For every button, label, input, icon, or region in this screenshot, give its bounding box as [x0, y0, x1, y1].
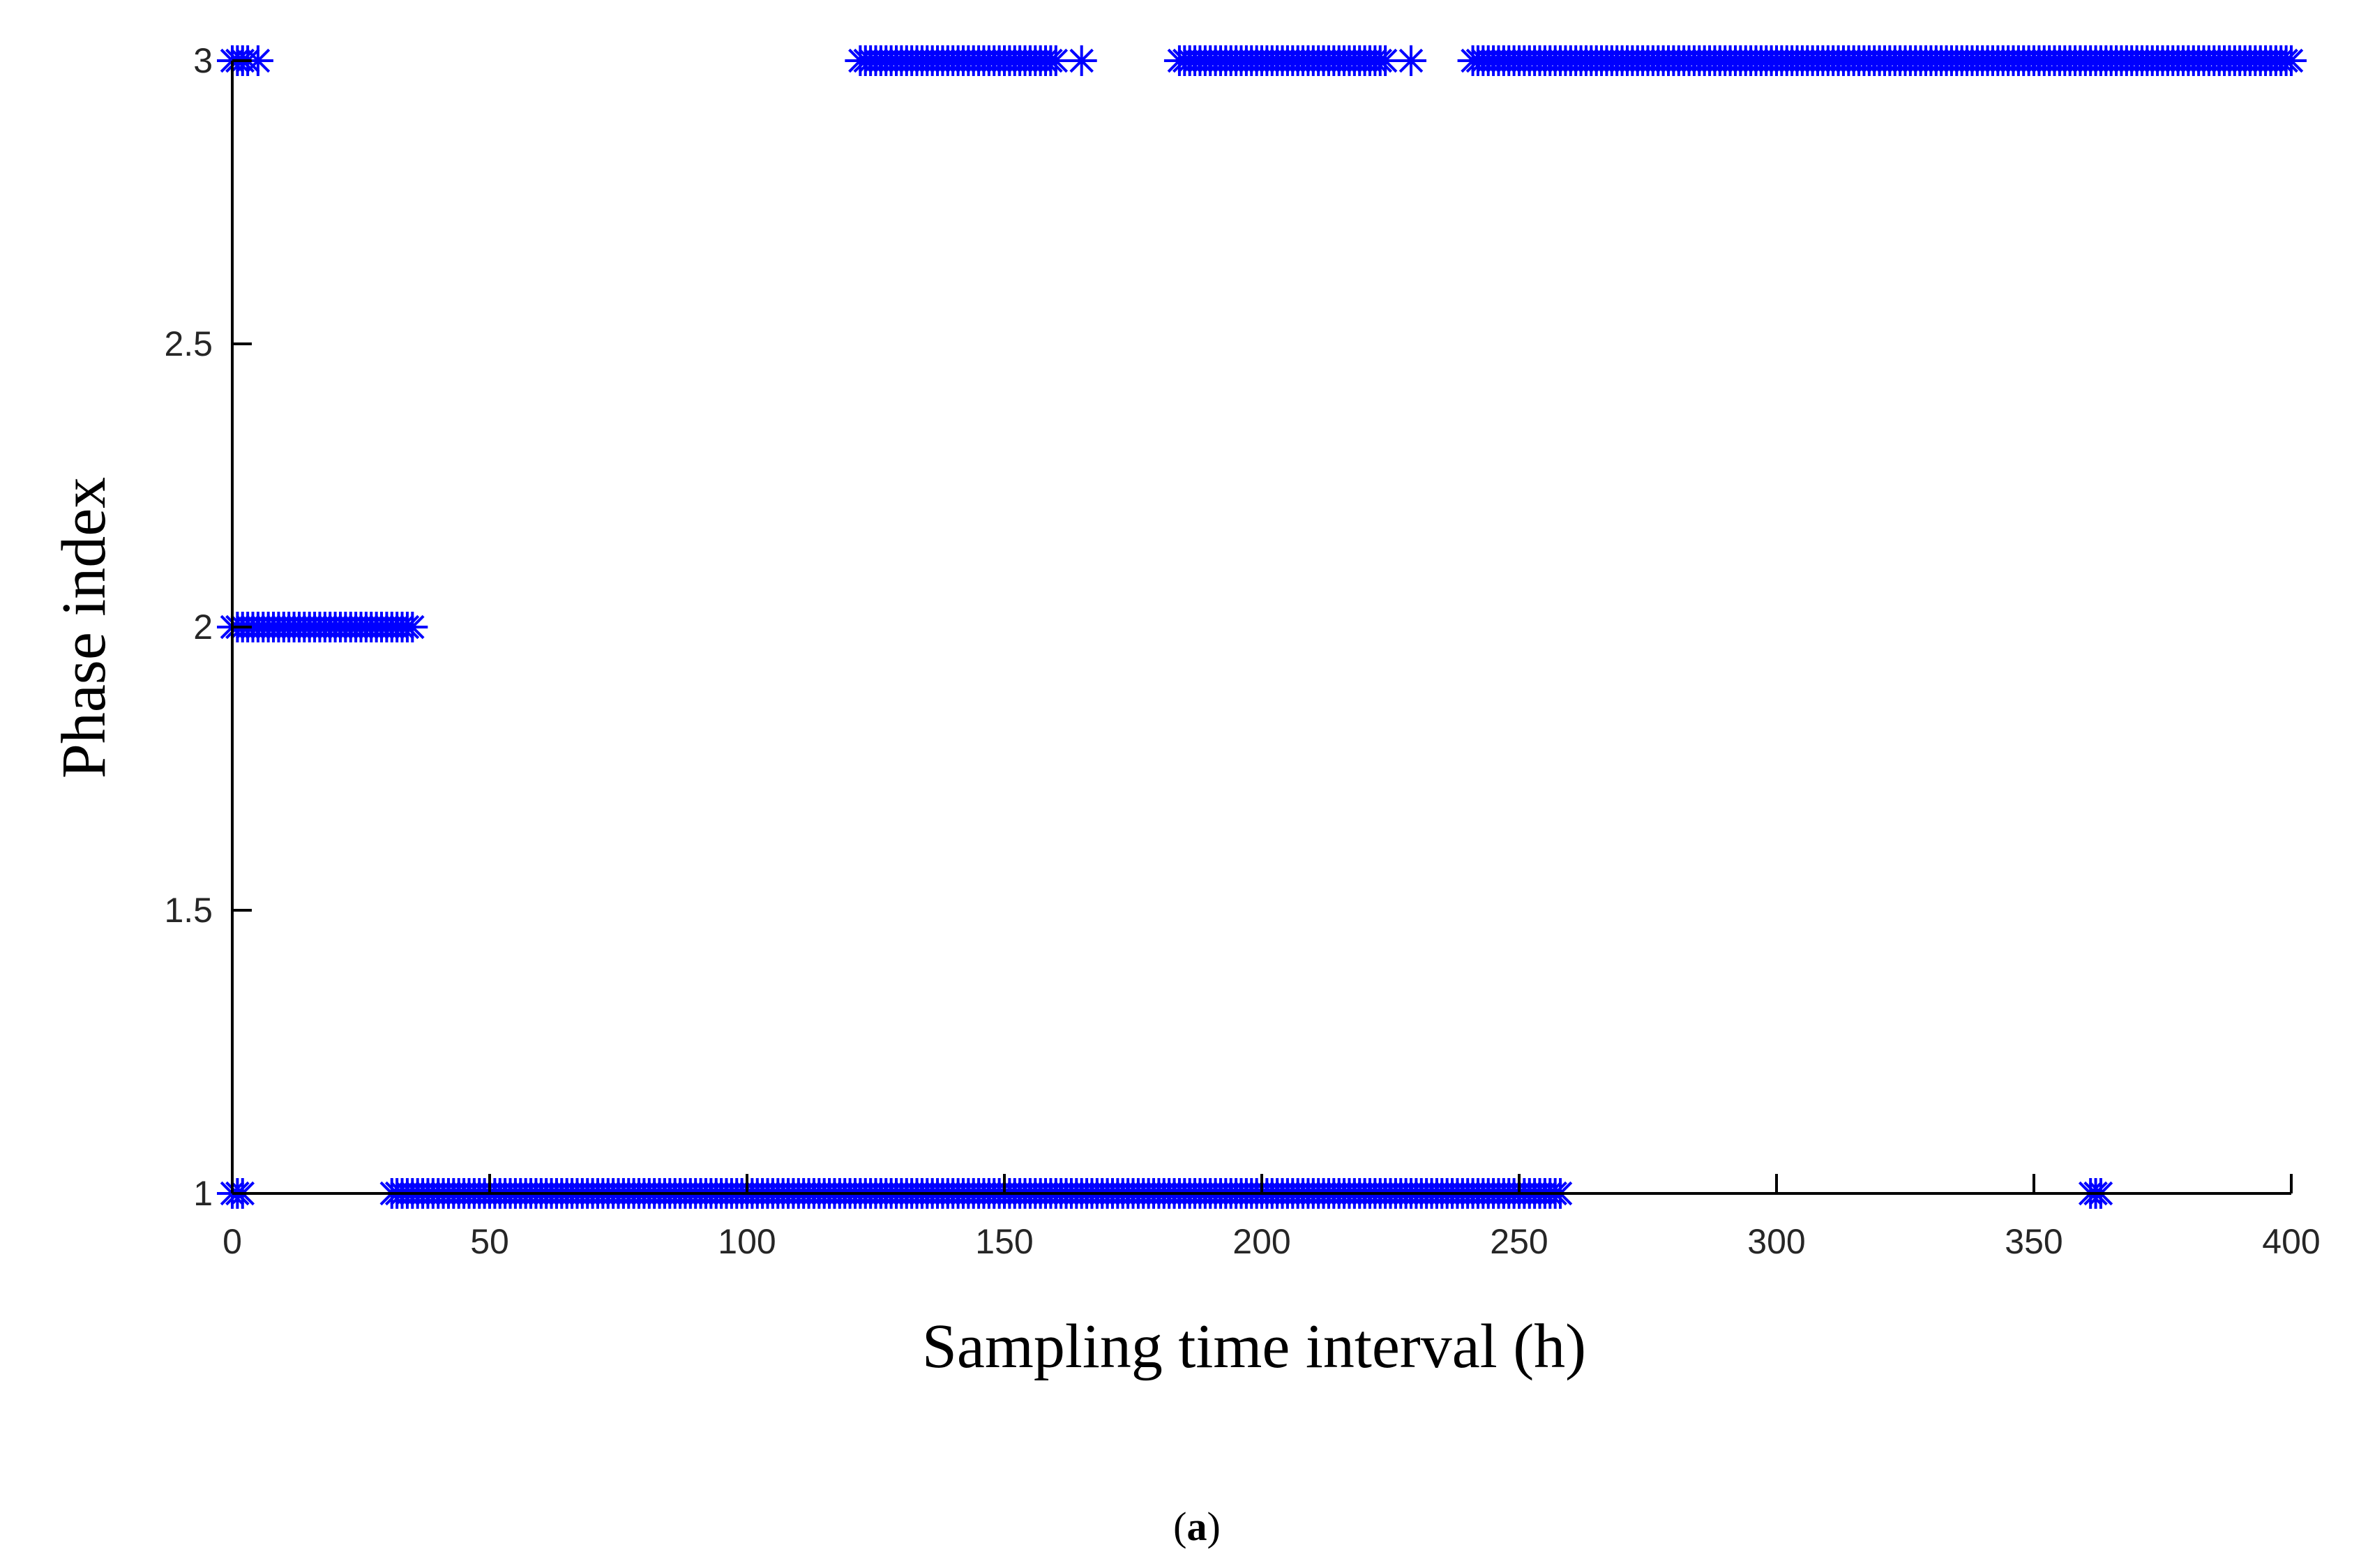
y-tick-label: 2.5 [164, 324, 213, 363]
x-tick-label: 350 [2005, 1222, 2062, 1261]
data-point [397, 612, 428, 642]
x-tick-label: 200 [1232, 1222, 1290, 1261]
y-axis-ticks: 1 1.5 2 2.5 3 [164, 41, 252, 1213]
y-tick-label: 1.5 [164, 891, 213, 930]
x-tick-label: 150 [975, 1222, 1033, 1261]
y-tick-label: 2 [193, 608, 213, 647]
data-point [1040, 45, 1071, 76]
data-point [1066, 45, 1097, 76]
x-tick-label: 50 [470, 1222, 509, 1261]
x-tick-label: 400 [2262, 1222, 2320, 1261]
data-markers [217, 45, 2307, 1209]
data-point [1370, 45, 1401, 76]
y-tick-label: 1 [193, 1174, 213, 1213]
caption-open-paren: ( [1173, 1504, 1186, 1549]
x-axis-title: Sampling time interval (h) [922, 1312, 1586, 1381]
caption-close-paren: ) [1207, 1504, 1221, 1549]
x-tick-label: 300 [1747, 1222, 1805, 1261]
x-tick-label: 0 [223, 1222, 242, 1261]
data-point [1396, 45, 1427, 76]
y-tick-label: 3 [193, 41, 213, 80]
x-tick-label: 100 [718, 1222, 776, 1261]
x-axis-ticks: 0 50 100 150 200 250 300 350 400 [223, 1174, 2321, 1261]
data-point [2276, 45, 2307, 76]
plot-area: 0 50 100 150 200 250 300 350 400 1 1.5 2 2.5 3 [164, 41, 2320, 1261]
x-tick-label: 250 [1490, 1222, 1548, 1261]
figure-caption: (a) [1173, 1504, 1221, 1549]
caption-label: a [1187, 1504, 1207, 1549]
y-axis-title: Phase index [50, 477, 119, 778]
